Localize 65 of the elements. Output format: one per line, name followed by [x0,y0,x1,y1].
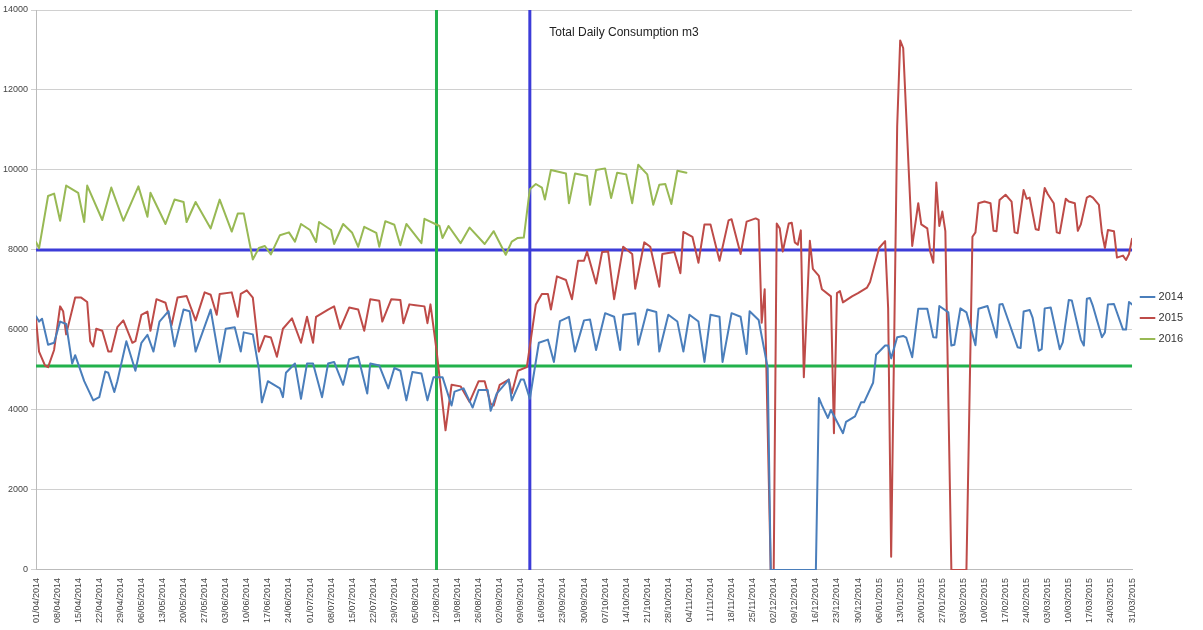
x-tick-label: 24/06/2014 [283,577,294,623]
x-tick-label: 25/11/2014 [747,577,758,623]
y-tick-label: 10000 [3,164,29,175]
x-tick-label: 03/03/2015 [1042,577,1053,623]
x-tick-label: 09/12/2014 [789,577,800,623]
legend-label: 2014 [1158,290,1184,303]
x-tick-label: 16/09/2014 [536,577,547,623]
x-tick-label: 24/03/2015 [1105,577,1116,623]
x-tick-label: 13/05/2014 [156,577,167,623]
y-tick-label: 12000 [3,84,29,95]
y-tick-label: 14000 [3,4,29,15]
x-tick-label: 19/08/2014 [452,577,463,623]
x-tick-label: 10/03/2015 [1063,577,1074,623]
x-tick-label: 09/09/2014 [515,577,526,623]
x-tick-label: 27/01/2015 [936,577,947,623]
x-tick-label: 31/03/2015 [1126,577,1137,623]
x-tick-label: 23/09/2014 [557,577,568,623]
x-tick-label: 29/07/2014 [388,577,399,623]
x-tick-label: 01/07/2014 [304,577,315,623]
x-tick-label: 27/05/2014 [199,577,210,623]
x-tick-label: 11/11/2014 [704,577,715,622]
x-tick-label: 21/10/2014 [641,577,652,623]
x-tick-label: 17/06/2014 [262,577,273,623]
x-tick-label: 01/04/2014 [30,577,41,623]
x-tick-label: 22/07/2014 [367,577,378,623]
x-tick-label: 04/11/2014 [683,577,694,623]
x-tick-label: 24/02/2015 [1021,577,1032,623]
x-tick-label: 16/12/2014 [810,577,821,623]
x-tick-label: 20/05/2014 [178,577,189,623]
x-tick-label: 08/07/2014 [325,577,336,623]
legend-label: 2015 [1158,311,1184,324]
x-tick-label: 08/04/2014 [51,577,62,623]
x-tick-label: 14/10/2014 [620,577,631,623]
x-tick-label: 30/12/2014 [852,577,863,623]
x-tick-label: 29/04/2014 [114,577,125,623]
x-tick-label: 03/06/2014 [220,577,231,623]
y-tick-label: 0 [23,564,29,575]
y-tick-label: 6000 [8,324,29,335]
x-tick-label: 03/02/2015 [957,577,968,623]
x-tick-label: 22/04/2014 [93,577,104,623]
x-tick-label: 10/06/2014 [241,577,252,623]
x-tick-label: 20/01/2015 [915,577,926,623]
x-tick-label: 02/12/2014 [768,577,779,623]
y-tick-label: 8000 [8,244,29,255]
x-tick-label: 02/09/2014 [494,577,505,623]
y-tick-label: 4000 [8,404,29,415]
x-tick-label: 17/03/2015 [1084,577,1095,623]
y-tick-label: 2000 [8,484,29,495]
x-tick-label: 05/08/2014 [409,577,420,623]
x-tick-label: 18/11/2014 [726,577,737,623]
x-tick-label: 15/07/2014 [346,577,357,623]
x-tick-label: 30/09/2014 [578,577,589,623]
x-tick-label: 06/05/2014 [135,577,146,623]
x-tick-label: 15/04/2014 [72,577,83,623]
x-tick-label: 17/02/2015 [1000,577,1011,623]
x-tick-label: 10/02/2015 [978,577,989,623]
text: Total Daily Consumption m3 [549,25,700,39]
x-tick-label: 28/10/2014 [662,577,673,623]
x-tick-label: 26/08/2014 [473,577,484,623]
x-tick-label: 06/01/2015 [873,577,884,623]
x-tick-label: 12/08/2014 [430,577,441,623]
x-tick-label: 07/10/2014 [599,577,610,623]
x-tick-label: 23/12/2014 [831,577,842,623]
x-tick-label: 13/01/2015 [894,577,905,623]
legend-label: 2016 [1158,332,1184,345]
